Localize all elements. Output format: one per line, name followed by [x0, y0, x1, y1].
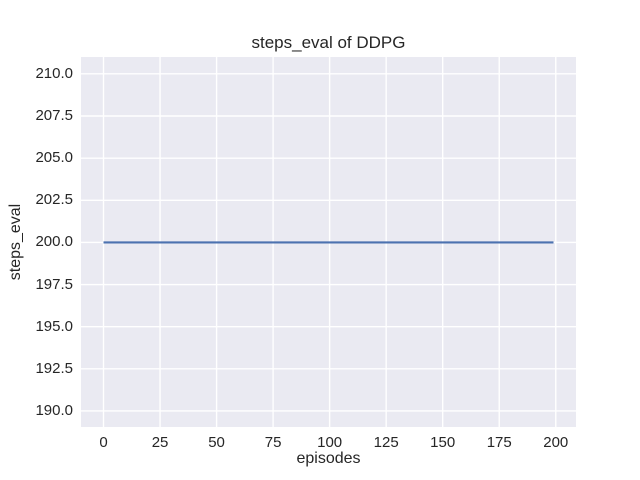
- x-tick-label: 75: [264, 434, 282, 451]
- y-tick-label: 205.0: [35, 149, 73, 167]
- y-tick-label: 190.0: [35, 401, 73, 419]
- x-tick-label: 50: [208, 434, 225, 451]
- y-tick-label: 192.5: [35, 359, 73, 377]
- y-tick-label: 207.5: [35, 106, 73, 124]
- x-tick-label: 150: [430, 434, 456, 451]
- x-axis-label: episodes: [296, 450, 361, 467]
- y-tick-label: 210.0: [35, 64, 73, 82]
- x-tick-label: 125: [373, 434, 399, 451]
- y-tick-label: 195.0: [35, 317, 73, 335]
- x-tick-label: 175: [486, 434, 512, 451]
- x-tick-label: 200: [543, 434, 569, 451]
- x-tick-label: 25: [151, 434, 169, 451]
- x-tick-label: 100: [317, 434, 343, 451]
- y-tick-label: 200.0: [35, 233, 73, 251]
- y-tick-label: 197.5: [35, 275, 73, 293]
- chart-title: steps_eval of DDPG: [251, 33, 406, 52]
- y-tick-label: 202.5: [35, 191, 73, 209]
- x-tick-label: 0: [99, 434, 108, 451]
